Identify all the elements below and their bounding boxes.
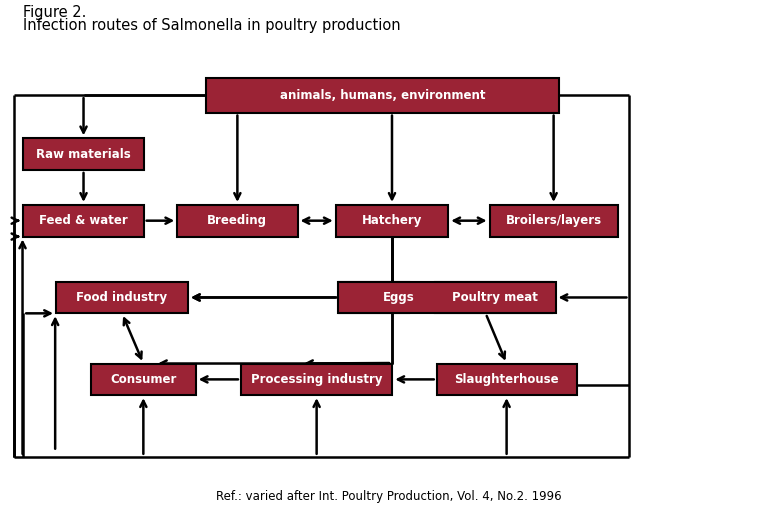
FancyBboxPatch shape [339, 282, 409, 313]
Text: animals, humans, environment: animals, humans, environment [280, 89, 486, 102]
FancyBboxPatch shape [435, 282, 552, 313]
FancyBboxPatch shape [177, 205, 298, 237]
Text: Raw materials: Raw materials [37, 147, 131, 161]
Text: Poultry meat: Poultry meat [451, 291, 536, 304]
FancyBboxPatch shape [338, 282, 556, 313]
Text: Figure 2.: Figure 2. [23, 5, 87, 20]
FancyBboxPatch shape [437, 364, 577, 395]
Text: Poultry meat: Poultry meat [451, 291, 538, 304]
FancyBboxPatch shape [56, 282, 188, 313]
Text: Feed & water: Feed & water [39, 214, 128, 227]
Text: Hatchery: Hatchery [362, 214, 422, 227]
Text: Processing industry: Processing industry [251, 373, 382, 386]
Text: Infection routes of Salmonella in poultry production: Infection routes of Salmonella in poultr… [23, 18, 401, 33]
FancyBboxPatch shape [490, 205, 618, 237]
Text: Ref.: varied after Int. Poultry Production, Vol. 4, No.2. 1996: Ref.: varied after Int. Poultry Producti… [216, 490, 561, 503]
Text: Consumer: Consumer [110, 373, 176, 386]
Text: Breeding: Breeding [207, 214, 267, 227]
Text: Slaughterhouse: Slaughterhouse [455, 373, 559, 386]
FancyBboxPatch shape [91, 364, 196, 395]
FancyBboxPatch shape [241, 364, 392, 395]
Text: Broilers/layers: Broilers/layers [506, 214, 601, 227]
FancyBboxPatch shape [336, 205, 448, 237]
FancyBboxPatch shape [23, 205, 144, 237]
Text: Food industry: Food industry [76, 291, 168, 304]
Text: Eggs: Eggs [358, 291, 389, 304]
FancyBboxPatch shape [206, 78, 559, 113]
FancyBboxPatch shape [23, 138, 144, 170]
Text: Eggs: Eggs [383, 291, 415, 304]
